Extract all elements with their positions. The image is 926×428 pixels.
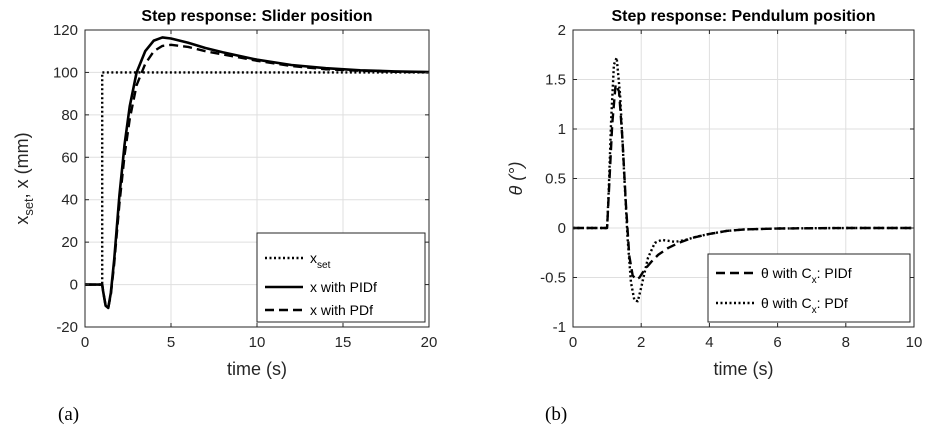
legend: xset x with PIDf x with PDf: [256, 232, 426, 323]
series-line-2: [573, 56, 914, 303]
x-tick-label: 2: [637, 334, 645, 351]
x-tick-label: 20: [421, 334, 438, 351]
y-tick-label: 0.5: [545, 171, 566, 188]
y-tick-label: 100: [53, 64, 78, 81]
x-tick-label: 10: [906, 334, 923, 351]
x-tick-label: 8: [842, 334, 850, 351]
y-tick-label: -0.5: [540, 270, 566, 287]
legend-entry-2: x with PIDf: [310, 279, 377, 295]
y-axis-label-tail: , x (mm): [12, 132, 32, 198]
series-line-1: [573, 83, 914, 281]
series-line-3: [85, 43, 430, 310]
legend-entry-1: θ with Cx: PIDf: [761, 265, 852, 286]
x-tick-label: 4: [705, 334, 713, 351]
y-axis-label-main: x: [12, 216, 32, 225]
y-tick-label: 2: [558, 22, 566, 39]
chart-title: Step response: Pendulum position: [611, 8, 875, 25]
y-tick-label: 1: [558, 121, 566, 138]
panel-label: (b): [545, 404, 567, 425]
legend-entry-2-main: θ with C: [761, 295, 812, 311]
y-tick-label: -20: [56, 319, 78, 336]
y-tick-label: 80: [61, 107, 78, 124]
legend-box: [256, 232, 426, 323]
y-axis-label: θ (°): [506, 162, 526, 196]
chart-title: Step response: Slider position: [141, 8, 372, 25]
y-tick-label: 0: [558, 220, 566, 237]
y-tick-label: 120: [53, 22, 78, 39]
legend-entry-3-main: x with PDf: [310, 302, 373, 318]
legend-entry-2-main: x with PIDf: [310, 279, 377, 295]
y-tick-label: 40: [61, 192, 78, 209]
y-tick-label: 1.5: [545, 72, 566, 89]
x-tick-label: 6: [773, 334, 781, 351]
legend-entry-2-sub: x: [812, 305, 817, 316]
x-tick-label: 5: [167, 334, 175, 351]
x-axis-label: time (s): [227, 359, 287, 379]
panel-label: (a): [58, 404, 79, 425]
legend-entry-1-tail: : PIDf: [817, 265, 852, 281]
x-tick-label: 10: [249, 334, 266, 351]
x-tick-label: 0: [569, 334, 577, 351]
y-axis-label: xset, x (mm): [12, 132, 36, 224]
legend-entry-1-sub: set: [317, 260, 331, 271]
legend-entry-1-main: θ with C: [761, 265, 812, 281]
legend-entry-1-main: x: [310, 250, 317, 266]
legend-box: [707, 253, 911, 323]
y-tick-label: 0: [70, 277, 78, 294]
x-axis-label: time (s): [714, 359, 774, 379]
y-axis-label-sub: set: [21, 198, 36, 216]
legend-entry-1-sub: x: [812, 275, 817, 286]
legend-entry-3: x with PDf: [310, 302, 373, 318]
chart-panel-2: 0 2 4 6 8 10 -1 -0.5 0 0.5 1 1.5 2 Step response: Pen…: [506, 8, 922, 425]
legend-entry-1: xset: [310, 250, 331, 271]
legend-entry-2-tail: : PDf: [817, 295, 848, 311]
y-tick-label: -1: [553, 319, 566, 336]
series-line-1: [85, 71, 429, 286]
y-tick-label: 20: [61, 234, 78, 251]
legend-entry-2: θ with Cx: PDf: [761, 295, 848, 316]
y-tick-label: 60: [61, 149, 78, 166]
x-tick-label: 15: [335, 334, 352, 351]
x-tick-label: 0: [81, 334, 89, 351]
